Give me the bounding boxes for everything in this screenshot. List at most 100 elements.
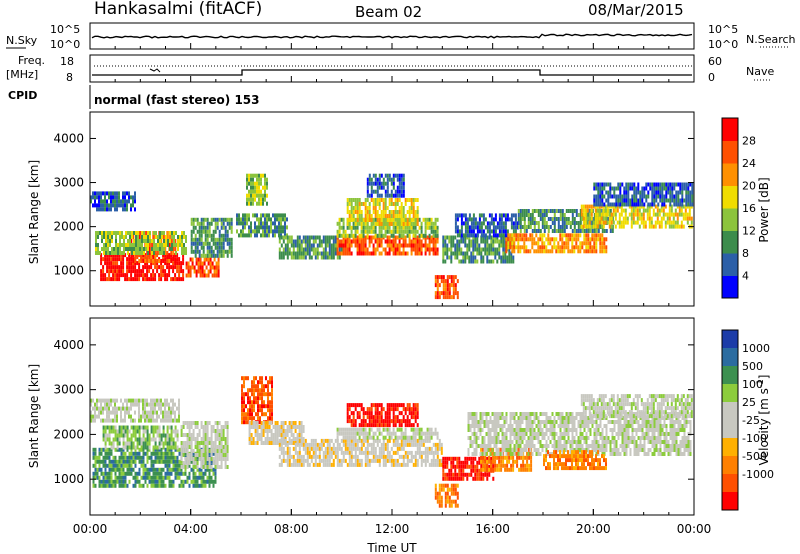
heatmap-cell (603, 237, 606, 242)
heatmap-cell (124, 199, 126, 204)
heatmap-cell (490, 247, 493, 252)
heatmap-cell (342, 225, 345, 230)
heatmap-cell (597, 229, 600, 233)
heatmap-cell (161, 251, 163, 255)
heatmap-cell (112, 253, 115, 258)
heatmap-cell (506, 255, 509, 260)
heatmap-cell (177, 235, 179, 239)
heatmap-cell (254, 425, 257, 429)
heatmap-cell (122, 479, 125, 484)
heatmap-cell (500, 217, 503, 222)
heatmap-cell (136, 445, 139, 450)
heatmap-cell (290, 462, 293, 467)
heatmap-cell (164, 437, 167, 442)
heatmap-cell (484, 235, 487, 240)
heatmap-cell (102, 447, 105, 452)
heatmap-cell (688, 204, 691, 209)
heatmap-cell (627, 202, 630, 207)
heatmap-cell (130, 445, 133, 450)
heatmap-cell (260, 425, 263, 429)
heatmap-cell (217, 273, 220, 278)
heatmap-cell (553, 217, 556, 221)
heatmap-cell (360, 458, 363, 463)
heatmap-cell (432, 247, 435, 252)
heatmap-cell (641, 186, 644, 191)
heatmap-cell (172, 257, 175, 262)
heatmap-cell (332, 247, 335, 252)
heatmap-cell (241, 384, 243, 389)
heatmap-cell (346, 198, 349, 202)
heatmap-cell (202, 433, 205, 437)
heatmap-cell (290, 421, 293, 425)
heatmap-cell (402, 173, 405, 178)
heatmap-cell (448, 295, 451, 300)
heatmap-cell (356, 458, 359, 463)
heatmap-cell (138, 265, 141, 270)
heatmap-cell (190, 229, 193, 234)
heatmap-cell (128, 414, 130, 419)
heatmap-cell (126, 269, 129, 274)
heatmap-cell (206, 233, 209, 238)
heatmap-cell (116, 253, 119, 258)
heatmap-cell (637, 198, 640, 203)
heatmap-cell (384, 247, 387, 252)
heatmap-cell (249, 416, 251, 421)
heatmap-cell (555, 217, 558, 221)
heatmap-cell (660, 224, 663, 229)
heatmap-cell (210, 217, 213, 222)
heatmap-cell (352, 214, 355, 218)
heatmap-cell (198, 475, 201, 480)
heatmap-cell (168, 483, 171, 488)
heatmap-cell (142, 410, 144, 415)
heatmap-cell (200, 461, 203, 465)
heatmap-cell (104, 425, 107, 430)
heatmap-cell (474, 235, 477, 240)
heatmap-cell (178, 398, 180, 403)
heatmap-cell (142, 277, 145, 282)
heatmap-cell (248, 441, 251, 445)
heatmap-cell (120, 483, 123, 488)
heatmap-cell (145, 235, 147, 239)
heatmap-cell (306, 454, 309, 459)
heatmap-cell (126, 467, 129, 472)
heatmap-cell (390, 177, 393, 182)
heatmap-cell (444, 283, 447, 288)
heatmap-cell (470, 229, 473, 234)
heatmap-cell (256, 181, 258, 186)
heatmap-cell (668, 212, 671, 217)
heatmap-cell (154, 479, 157, 484)
heatmap-cell (368, 243, 371, 248)
heatmap-cell (584, 220, 587, 225)
heatmap-cell (216, 237, 219, 242)
heatmap-cell (158, 437, 161, 442)
heatmap-cell (122, 467, 125, 472)
heatmap-cell (601, 237, 604, 242)
heatmap-cell (184, 421, 187, 425)
heatmap-cell (420, 243, 423, 248)
heatmap-cell (120, 475, 123, 480)
heatmap-cell (640, 204, 643, 209)
heatmap-cell (569, 225, 572, 229)
heatmap-cell (452, 275, 455, 280)
heatmap-cell (118, 475, 121, 480)
heatmap-cell (108, 441, 111, 446)
heatmap-cell (350, 210, 353, 214)
heatmap-cell (172, 451, 175, 456)
heatmap-cell (149, 239, 151, 243)
heatmap-cell (119, 243, 121, 247)
heatmap-cell (641, 190, 644, 195)
heatmap-cell (593, 245, 596, 250)
heatmap-cell (346, 222, 349, 226)
heatmap-cell (118, 447, 121, 452)
heatmap-cell (95, 243, 97, 247)
heatmap-cell (482, 221, 485, 226)
heatmap-cell (192, 229, 195, 234)
heatmap-cell (470, 259, 473, 264)
heatmap-cell (103, 247, 105, 251)
heatmap-cell (248, 217, 250, 222)
heatmap-cell (170, 479, 173, 484)
heatmap-cell (490, 235, 493, 240)
heatmap-cell (265, 412, 267, 417)
heatmap-cell (587, 229, 590, 233)
heatmap-cell (684, 208, 687, 213)
